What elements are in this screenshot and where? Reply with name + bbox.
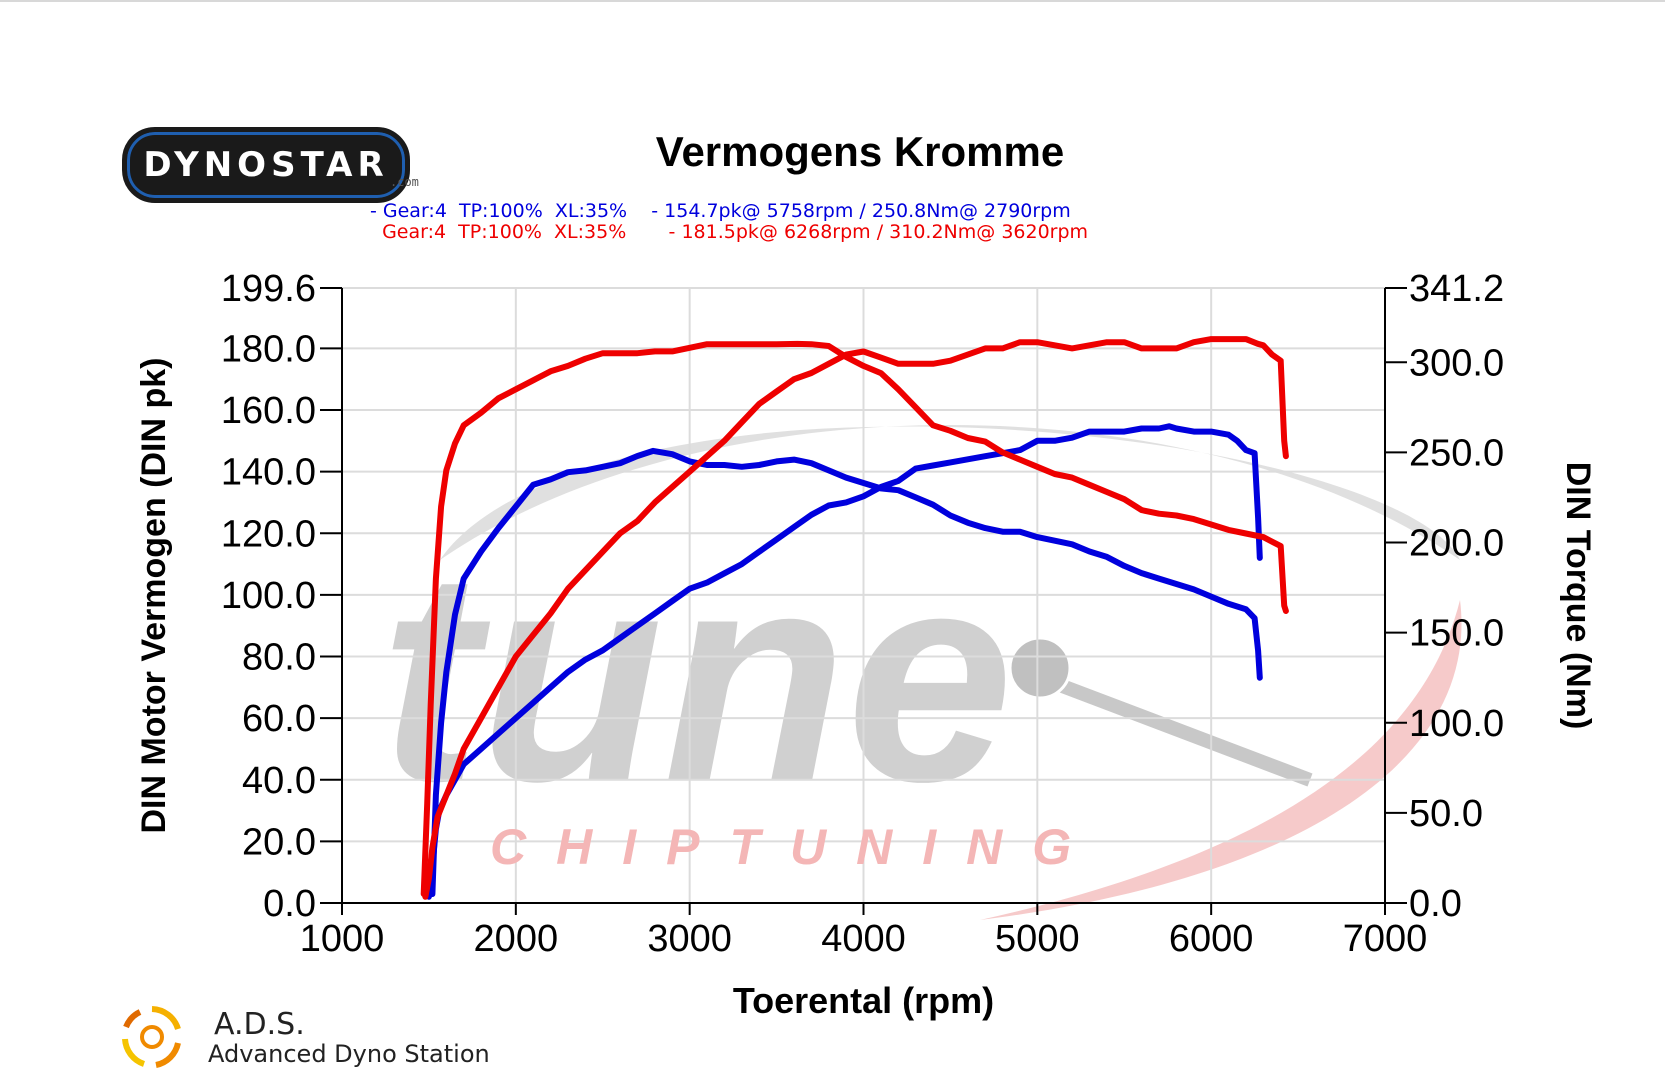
x-axis-label: Toerental (rpm) bbox=[733, 980, 994, 1021]
y-tick-label: 20.0 bbox=[242, 821, 316, 863]
watermark-chiptuning: CHIPTUNING bbox=[490, 819, 1102, 875]
y2-tick-label: 200.0 bbox=[1409, 523, 1504, 565]
watermark-swoosh-red bbox=[980, 600, 1462, 920]
y2-tick-label: 300.0 bbox=[1409, 342, 1504, 384]
y-tick-label: 160.0 bbox=[221, 390, 316, 432]
x-tick-label: 1000 bbox=[300, 918, 385, 960]
x-tick-label: 3000 bbox=[647, 918, 732, 960]
y-axis-label: DIN Motor Vermogen (DIN pk) bbox=[135, 357, 173, 833]
series-line-red-torque bbox=[420, 340, 1289, 897]
y2-tick-label: 341.2 bbox=[1409, 268, 1504, 310]
series-line-blue-power bbox=[425, 423, 1263, 900]
y-tick-label: 180.0 bbox=[221, 328, 316, 370]
y2-tick-label: 50.0 bbox=[1409, 793, 1483, 835]
y2-tick-label: 250.0 bbox=[1409, 432, 1504, 474]
y-tick-label: 120.0 bbox=[221, 513, 316, 555]
watermark: tune bbox=[380, 425, 1462, 920]
y-tick-label: 60.0 bbox=[242, 698, 316, 740]
x-tick-label: 6000 bbox=[1169, 918, 1254, 960]
y-tick-label: 199.6 bbox=[221, 268, 316, 310]
run-legend-red: Gear:4 TP:100% XL:35% - 181.5pk@ 6268rpm… bbox=[370, 221, 1089, 243]
ads-title: A.D.S. bbox=[214, 1007, 305, 1042]
watermark-pin-head bbox=[1008, 636, 1072, 700]
y-tick-label: 140.0 bbox=[221, 452, 316, 494]
series-line-blue-torque bbox=[429, 447, 1263, 897]
y-tick-label: 0.0 bbox=[263, 883, 316, 925]
y2-tick-label: 0.0 bbox=[1409, 883, 1462, 925]
x-tick-label: 4000 bbox=[821, 918, 906, 960]
y-tick-label: 100.0 bbox=[221, 575, 316, 617]
y2-tick-label: 150.0 bbox=[1409, 613, 1504, 655]
chart-series bbox=[420, 336, 1289, 900]
ads-logo-icon bbox=[122, 1006, 181, 1068]
y2-tick-label: 100.0 bbox=[1409, 703, 1504, 745]
y2-axis-label: DIN Torque (Nm) bbox=[1559, 462, 1597, 730]
ads-subtitle: Advanced Dyno Station bbox=[208, 1040, 490, 1068]
x-tick-label: 5000 bbox=[995, 918, 1080, 960]
x-tick-label: 2000 bbox=[474, 918, 559, 960]
y-tick-label: 80.0 bbox=[242, 637, 316, 679]
logo-suffix: .com bbox=[390, 175, 419, 189]
x-tick-label: 7000 bbox=[1343, 918, 1428, 960]
series-line-red-power bbox=[422, 336, 1289, 900]
watermark-pin bbox=[1017, 663, 1313, 787]
run-legend-blue: - Gear:4 TP:100% XL:35% - 154.7pk@ 5758r… bbox=[370, 200, 1071, 222]
top-border bbox=[0, 0, 1665, 2]
dynostar-logo: DYNOSTAR bbox=[122, 127, 410, 203]
y-tick-label: 40.0 bbox=[242, 760, 316, 802]
watermark-brand: tune bbox=[380, 508, 1013, 844]
chart-title: Vermogens Kromme bbox=[655, 128, 1065, 175]
logo-text: DYNOSTAR bbox=[143, 145, 389, 185]
chart-axes: 1000 2000 3000 4000 5000 6000 70000.020.040.06… bbox=[221, 268, 1504, 960]
